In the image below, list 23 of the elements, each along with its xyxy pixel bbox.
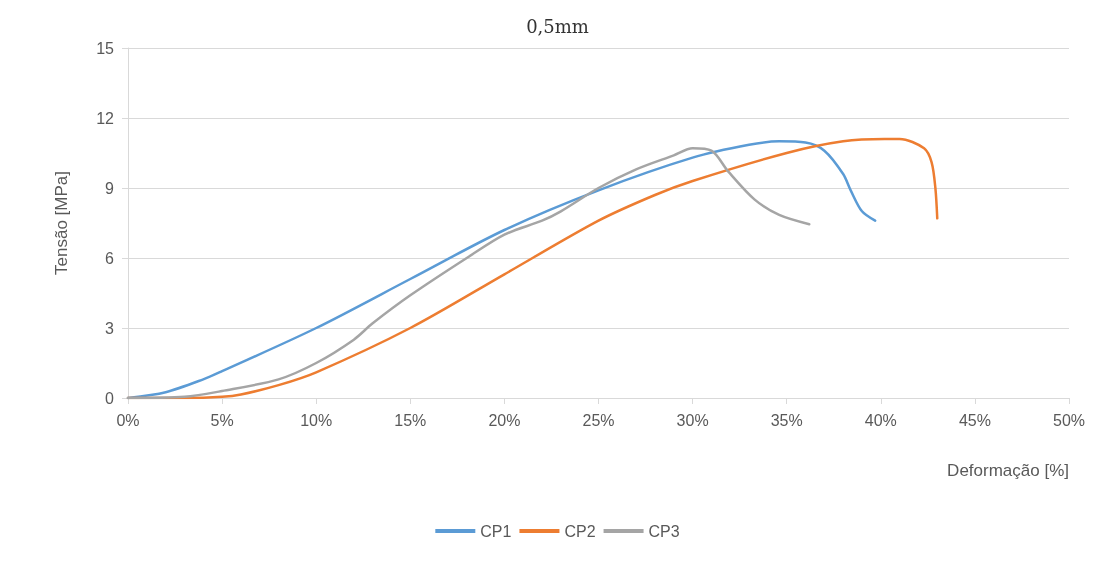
legend-label: CP2 [564, 522, 596, 540]
x-tick-label: 15% [394, 411, 427, 429]
x-tick-label: 10% [300, 411, 333, 429]
legend-label: CP1 [480, 522, 512, 540]
y-tick-label: 9 [105, 179, 115, 197]
x-axis-title: Deformação [%] [947, 461, 1069, 480]
x-tick-label: 0% [116, 411, 140, 429]
x-tick-label: 5% [210, 411, 234, 429]
y-axis-title: Tensão [MPa] [52, 171, 71, 275]
y-tick-label: 12 [96, 109, 115, 127]
x-tick-label: 35% [770, 411, 803, 429]
legend-label: CP3 [648, 522, 680, 540]
x-tick-label: 30% [676, 411, 709, 429]
y-tick-label: 0 [105, 389, 115, 407]
y-tick-label: 6 [105, 249, 115, 267]
chart-title: 0,5mm [526, 15, 589, 37]
x-tick-label: 20% [488, 411, 521, 429]
x-tick-label: 40% [864, 411, 897, 429]
y-tick-label: 3 [105, 319, 115, 337]
x-tick-label: 45% [958, 411, 991, 429]
x-tick-label: 50% [1052, 411, 1086, 429]
y-tick-label: 15 [96, 39, 115, 57]
x-tick-label: 25% [582, 411, 615, 429]
